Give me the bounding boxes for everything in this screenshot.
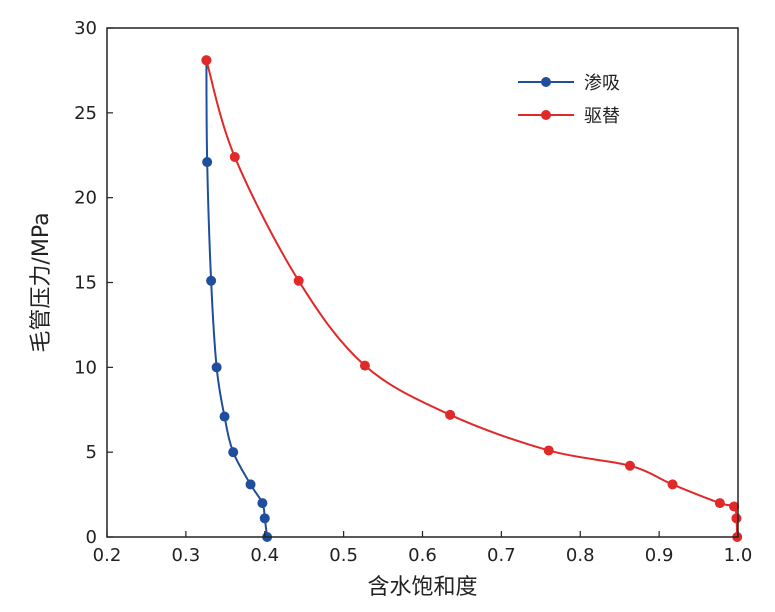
x-tick-label: 1.0 — [724, 545, 753, 566]
data-point — [201, 55, 212, 66]
data-point — [714, 498, 725, 509]
data-point — [731, 513, 742, 524]
data-point — [293, 275, 304, 286]
x-tick-label: 0.7 — [487, 545, 516, 566]
legend-label: 驱替 — [584, 106, 620, 127]
data-point — [543, 445, 554, 456]
plot-frame — [106, 27, 739, 538]
data-point — [211, 362, 222, 373]
y-axis-title: 毛管压力/MPa — [29, 212, 54, 352]
data-point — [667, 479, 678, 490]
y-tick-label: 5 — [86, 442, 97, 463]
x-axis-title: 含水饱和度 — [367, 575, 477, 600]
data-point — [206, 275, 217, 286]
y-tick-label: 30 — [74, 18, 97, 39]
y-tick-label: 15 — [74, 273, 97, 294]
markers-layer — [201, 55, 743, 542]
x-tick-label: 0.6 — [408, 545, 437, 566]
data-point — [245, 479, 256, 490]
legend-marker — [541, 110, 551, 120]
x-tick-label: 0.9 — [645, 545, 674, 566]
x-tick-label: 0.3 — [172, 545, 201, 566]
data-point — [257, 498, 268, 509]
x-axis: 0.2 0.3 0.4 0.5 0.6 0.7 0.8 0.9 1.0 — [93, 531, 753, 566]
x-tick-label: 0.8 — [566, 545, 595, 566]
data-point — [445, 409, 456, 420]
data-point — [359, 360, 370, 371]
x-tick-label: 0.5 — [329, 545, 358, 566]
data-point — [229, 151, 240, 162]
y-tick-label: 0 — [86, 527, 97, 548]
series-line — [205, 60, 269, 538]
x-tick-label: 0.2 — [93, 545, 122, 566]
y-tick-label: 10 — [74, 357, 97, 378]
data-point — [219, 411, 230, 422]
data-point — [202, 157, 213, 168]
data-point — [729, 501, 740, 512]
legend-label: 渗吸 — [584, 73, 620, 94]
y-tick-label: 25 — [74, 103, 97, 124]
curves-layer — [205, 59, 739, 538]
y-axis: 0 5 10 15 20 25 30 — [74, 18, 113, 548]
legend-marker — [541, 77, 551, 87]
data-point — [259, 513, 270, 524]
data-point — [624, 460, 635, 471]
series-line — [205, 59, 739, 538]
data-point — [228, 447, 239, 458]
y-tick-label: 20 — [74, 188, 97, 209]
x-tick-label: 0.4 — [250, 545, 279, 566]
